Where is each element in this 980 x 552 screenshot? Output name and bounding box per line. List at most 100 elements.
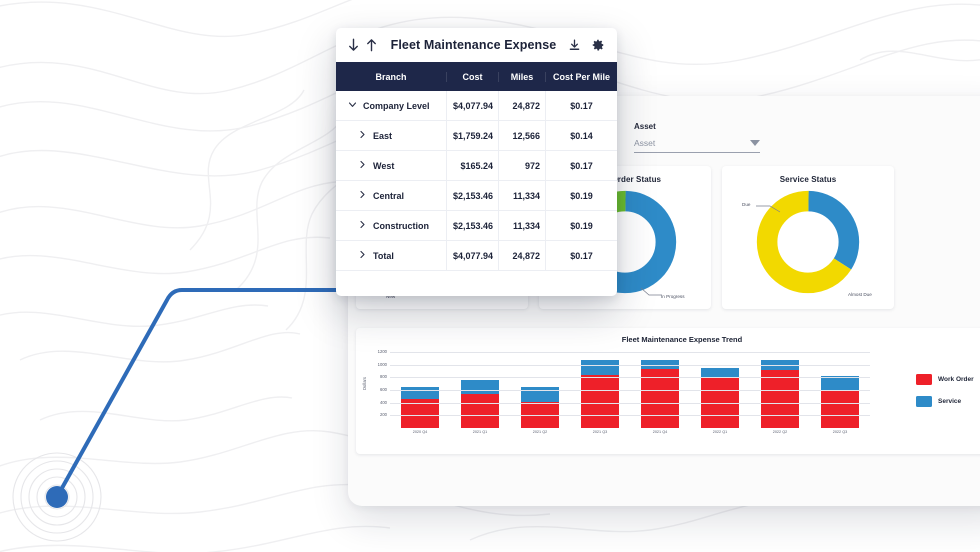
cell-cost-per-mile: $0.17 xyxy=(545,241,617,270)
table-row[interactable]: Total $4,077.94 24,872 $0.17 xyxy=(336,241,617,271)
table-row[interactable]: Central $2,153.46 11,334 $0.19 xyxy=(336,181,617,211)
cell-branch[interactable]: Central xyxy=(336,190,446,201)
chevron-right-icon[interactable] xyxy=(358,250,367,261)
branch-label: West xyxy=(373,160,395,171)
cell-miles: 24,872 xyxy=(498,241,545,270)
column-header-miles[interactable]: Miles xyxy=(498,71,545,82)
cell-cost: $1,759.24 xyxy=(446,121,498,150)
cell-branch[interactable]: Construction xyxy=(336,220,446,231)
chevron-right-icon[interactable] xyxy=(358,190,367,201)
donut-segment-due xyxy=(756,190,860,294)
cell-cost-per-mile: $0.14 xyxy=(545,121,617,150)
chart-x-tick: 2022 Q1 xyxy=(712,430,728,434)
service-status-card: Service Status Due Almost Due xyxy=(722,166,894,309)
bar-segment-work-order xyxy=(401,398,439,428)
chart-y-tick: 600 xyxy=(380,387,387,392)
bar-segment-service xyxy=(401,386,439,399)
column-header-branch[interactable]: Branch xyxy=(375,71,407,82)
chart-gridline: 600 xyxy=(380,387,870,392)
service-status-donut xyxy=(722,188,894,296)
gear-icon[interactable] xyxy=(591,38,605,52)
cell-cost: $4,077.94 xyxy=(446,91,498,120)
legend-item-service: Service xyxy=(916,396,974,407)
chevron-right-icon[interactable] xyxy=(358,160,367,171)
bar-segment-work-order xyxy=(521,402,559,428)
chart-bar-column[interactable] xyxy=(641,352,679,428)
chevron-right-icon[interactable] xyxy=(358,220,367,231)
donut-segment-almost-due xyxy=(756,190,860,294)
chart-gridline: 200 xyxy=(380,412,870,417)
download-icon[interactable] xyxy=(568,38,581,52)
bar-segment-work-order xyxy=(581,375,619,428)
asset-filter-value: Asset xyxy=(634,138,656,148)
chart-x-tick: 2022 Q3 xyxy=(832,430,848,434)
asset-status-label-new: New xyxy=(386,294,396,299)
cell-branch[interactable]: Total xyxy=(336,250,446,261)
table-row[interactable]: East $1,759.24 12,566 $0.14 xyxy=(336,121,617,151)
chart-gridline: 400 xyxy=(380,400,870,405)
table-header-row: Branch Cost Miles Cost Per Mile xyxy=(336,62,617,91)
table-row[interactable]: Company Level $4,077.94 24,872 $0.17 xyxy=(336,91,617,121)
chart-bar-column[interactable] xyxy=(821,352,859,428)
donut-segment-in-progress xyxy=(573,190,677,294)
asset-filter-field[interactable]: Asset xyxy=(634,138,760,153)
bar-segment-work-order xyxy=(761,369,799,428)
asset-filter[interactable]: Asset Asset xyxy=(634,122,760,153)
chart-x-tick: 2021 Q2 xyxy=(532,430,548,434)
arrow-up-icon[interactable] xyxy=(364,37,379,53)
bar-segment-service xyxy=(701,367,739,378)
legend-label-service: Service xyxy=(938,398,962,405)
cell-cost-per-mile: $0.19 xyxy=(545,181,617,210)
cell-cost-per-mile: $0.17 xyxy=(545,151,617,180)
cell-miles: 11,334 xyxy=(498,211,545,240)
column-header-cost[interactable]: Cost xyxy=(446,71,498,82)
cell-cost: $4,077.94 xyxy=(446,241,498,270)
chart-x-tick: 2021 Q3 xyxy=(592,430,608,434)
work-order-label-in-progress: In Progress xyxy=(661,294,685,299)
chart-bar-column[interactable] xyxy=(401,352,439,428)
chevron-right-icon[interactable] xyxy=(358,130,367,141)
branch-label: Total xyxy=(373,250,394,261)
chart-y-tick: 400 xyxy=(380,399,387,405)
fleet-maintenance-expense-popup: Fleet Maintenance Expense Branch Cost Mi… xyxy=(336,28,617,296)
bar-segment-service xyxy=(821,375,859,390)
table-row[interactable]: Construction $2,153.46 11,334 $0.19 xyxy=(336,211,617,241)
popup-header-actions[interactable] xyxy=(568,38,605,52)
chevron-down-icon[interactable] xyxy=(750,140,760,146)
cell-miles: 12,566 xyxy=(498,121,545,150)
arrow-down-icon[interactable] xyxy=(346,37,361,53)
chart-x-tick: 2021 Q4 xyxy=(652,430,668,434)
expense-trend-chart-card: Fleet Maintenance Expense Trend Dollars … xyxy=(356,328,980,454)
cell-cost-per-mile: $0.17 xyxy=(545,91,617,120)
cell-branch[interactable]: East xyxy=(336,130,446,141)
chart-y-tick: 800 xyxy=(380,374,387,380)
cell-branch[interactable]: West xyxy=(336,160,446,171)
chart-x-tick: 2020 Q4 xyxy=(412,430,428,434)
chart-y-tick: 1000 xyxy=(377,361,387,367)
chart-bar-column[interactable] xyxy=(581,352,619,428)
chevron-down-icon[interactable] xyxy=(348,100,357,111)
column-header-cost-per-mile[interactable]: Cost Per Mile xyxy=(545,71,617,82)
popup-header: Fleet Maintenance Expense xyxy=(336,28,617,62)
chart-bars xyxy=(390,352,870,428)
sort-controls[interactable] xyxy=(346,37,379,53)
legend-swatch-service xyxy=(916,396,932,407)
chart-y-tick: 1200 xyxy=(377,349,387,354)
bar-segment-service xyxy=(581,359,619,376)
service-status-label-due: Due xyxy=(742,202,751,207)
table-row[interactable]: West $165.24 972 $0.17 xyxy=(336,151,617,181)
branch-label: East xyxy=(373,130,393,141)
branch-label: Construction xyxy=(373,220,429,231)
chart-plot-area: 1200 1000 800 600 400 200 xyxy=(378,349,870,428)
asset-filter-label: Asset xyxy=(634,122,656,131)
table-body: Company Level $4,077.94 24,872 $0.17 East $1,… xyxy=(336,91,617,271)
cell-cost-per-mile: $0.19 xyxy=(545,211,617,240)
bar-segment-work-order xyxy=(461,394,499,428)
cell-branch[interactable]: Company Level xyxy=(336,100,446,111)
bar-segment-work-order xyxy=(641,369,679,428)
legend-label-work-order: Work Order xyxy=(938,376,974,383)
chart-y-tick: 200 xyxy=(380,412,387,418)
chart-title: Fleet Maintenance Expense Trend xyxy=(621,335,743,344)
work-order-status-title: Work Order Status xyxy=(588,175,662,184)
